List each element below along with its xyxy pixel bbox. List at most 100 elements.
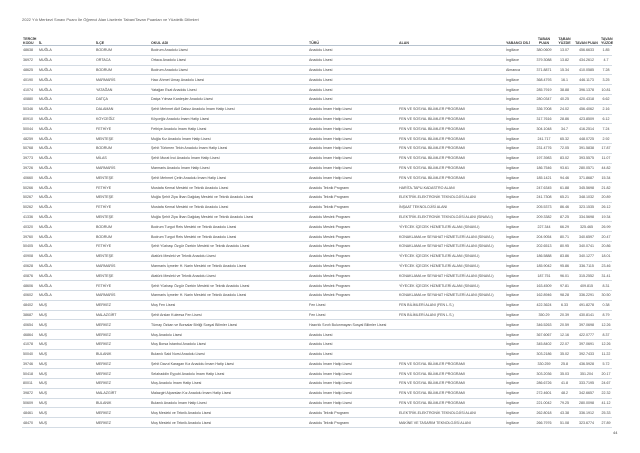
table-cell: Köyceğiz Anadolu İmam Hatip Lisesi: [150, 114, 308, 125]
table-cell: İngilizce: [505, 221, 532, 233]
table-cell: 40660: [22, 172, 38, 184]
table-cell: Hazırlık Sınıfı Bulunmayan Sosyal Biliml…: [308, 319, 398, 331]
table-cell: MERKEZ: [95, 368, 150, 380]
table-cell: 334.5698: [573, 212, 600, 223]
table-cell: 185.1421: [532, 172, 556, 184]
table-cell: İngilizce: [505, 231, 532, 242]
table-cell: Şehit Arslan Kuleesa Fen Lisesi: [150, 310, 308, 321]
table-cell: MERKEZ: [95, 407, 150, 419]
table-cell: 12.26: [600, 319, 612, 331]
table-cell: 66.29: [556, 221, 573, 233]
table-cell: 50040: [22, 349, 38, 360]
table-cell: MUŞ: [38, 417, 95, 429]
table-row: 46864 MUŞ MERKEZ Muş Anadolu Lisesi Anadolu …: [22, 329, 612, 340]
table-cell: 5.72: [600, 359, 612, 370]
table-cell: 396.1378: [573, 84, 600, 95]
table-cell: 48259: [22, 133, 38, 144]
table-cell: 380.0609: [532, 45, 556, 56]
table-cell: 410.0585: [573, 65, 600, 76]
table-row: 50040 MUŞ BULANIK Bulanık Said Nursi Anadol…: [22, 349, 612, 360]
column-header: ALAN: [398, 31, 505, 46]
table-cell: 280.0347: [532, 94, 556, 105]
table-cell: 315.2552: [573, 270, 600, 282]
table-cell: 8.79: [600, 310, 612, 321]
table-cell: 41.12: [600, 398, 612, 409]
table-cell: Anadolu İmam Hatip Lisesi: [308, 133, 398, 144]
table-cell: Anadolu Lisesi: [308, 55, 398, 66]
table-cell: MENTEŞE: [95, 192, 150, 203]
table-cell: DALAMAN: [95, 104, 150, 115]
table-cell: 247.6345: [532, 182, 556, 193]
table-cell: Anadolu Lisesi: [308, 74, 398, 86]
table-cell: MUĞLA: [38, 153, 95, 164]
table-cell: 48461: [22, 407, 38, 419]
table-cell: 185.9042: [532, 261, 556, 272]
table-cell: MENTEŞE: [95, 133, 150, 144]
table-cell: 2.16: [600, 104, 612, 115]
table-cell: Muş Fen Lisesi: [150, 300, 308, 311]
table-row: 40654 MUŞ MERKEZ Tümay Özkan ve Borsalar Bi…: [22, 319, 612, 331]
column-header: TABAN YÜZDE: [556, 31, 573, 46]
table-cell: 40628: [22, 261, 38, 272]
table-cell: 40602: [22, 290, 38, 301]
table-cell: BODRUM: [95, 65, 150, 76]
table-cell: Şehit Türkmen Tekin Anadolu İmam Hatip L…: [150, 143, 308, 154]
table-cell: 325.465: [573, 221, 600, 233]
table-cell: 6.33: [556, 300, 573, 311]
results-table: TERCİH KODU İL İLÇE OKUL ADI TÜRÜ ALAN YABANCI…: [22, 31, 613, 429]
table-cell: 39746: [22, 359, 38, 370]
table-cell: Anadolu Lisesi: [308, 94, 398, 105]
table-row: 50418 MUŞ MERKEZ Selahaddin Eyyubi Anadolu …: [22, 368, 612, 380]
table-cell: Anadolu İmam Hatip Lisesi: [308, 398, 398, 409]
table-cell: FEN VE SOSYAL BİLİMLER PROGRAMI: [398, 133, 505, 144]
table-cell: Anadolu Meslek Programı: [308, 221, 398, 233]
table-cell: FETHİYE: [95, 182, 150, 193]
table-cell: 491.8278: [573, 300, 600, 311]
table-cell: İngilizce: [505, 182, 532, 193]
table-cell: 4.7: [600, 55, 612, 66]
table-cell: HARİTA-TAPU-KADASTRO ALANI: [398, 182, 505, 193]
table-cell: 340.0741: [573, 241, 600, 252]
table-cell: 12.16: [556, 329, 573, 340]
table-cell: 50418: [22, 368, 38, 380]
table-cell: Muş Mesleki ve Teknik Anadolu Lisesi: [150, 417, 308, 429]
table-cell: 97.81: [556, 280, 573, 291]
table-cell: 48606: [22, 280, 38, 291]
table-cell: Anadolu Meslek Programı: [308, 231, 398, 242]
table-cell: İngilizce: [505, 300, 532, 311]
table-cell: 205.5373: [532, 202, 556, 213]
table-cell: 11.22: [600, 349, 612, 360]
table-cell: YİYECEK İÇECEK HİZMETLERİ ALANI (SINAVLI…: [398, 261, 505, 272]
table-cell: 393.5575: [573, 153, 600, 164]
table-cell: 41336: [22, 212, 38, 223]
table-cell: 368.4793: [532, 74, 556, 86]
table-cell: MUĞLA: [38, 251, 95, 262]
table-cell: YATAĞAN: [95, 84, 150, 95]
table-cell: İngilizce: [505, 202, 532, 213]
table-cell: 83.86: [556, 251, 573, 262]
table-cell: Anadolu Teknik Programı: [308, 202, 398, 213]
table-row: 38687 MUŞ MALAZGİRT Şehit Arslan Kuleesa Fe…: [22, 310, 612, 321]
table-cell: 40190: [22, 74, 38, 86]
table-cell: 27.89: [600, 417, 612, 429]
table-cell: 65.21: [556, 192, 573, 203]
table-row: 50609 MUŞ BULANIK Bulanık Anadolu İmam Hati…: [22, 398, 612, 409]
table-cell: 351.204: [573, 368, 600, 380]
table-cell: 227.344: [532, 221, 556, 233]
table-cell: 34.7: [556, 123, 573, 135]
table-cell: 202.6513: [532, 241, 556, 252]
table-cell: Muş Anadolu İmam Hatip Lisesi: [150, 378, 308, 389]
table-cell: KONAKLAMA ve SEYAHAT HİZMETLERİ ALANI (S…: [398, 231, 505, 242]
table-cell: MUĞLA: [38, 74, 95, 86]
table-cell: 1.85: [600, 45, 612, 56]
table-cell: 303.2036: [532, 368, 556, 380]
table-cell: MUĞLA: [38, 212, 95, 223]
table-cell: MUĞLA: [38, 231, 95, 242]
table-cell: FETHİYE: [95, 280, 150, 291]
table-cell: 50044: [22, 123, 38, 135]
table-row: 50768 MUĞLA BODRUM Şehit Türkmen Tekin Anad…: [22, 143, 612, 154]
table-cell: Anadolu İmam Hatip Lisesi: [308, 114, 398, 125]
table-cell: MUĞLA: [38, 182, 95, 193]
table-cell: 80910: [22, 114, 38, 125]
table-cell: MARMARİS: [95, 74, 150, 86]
